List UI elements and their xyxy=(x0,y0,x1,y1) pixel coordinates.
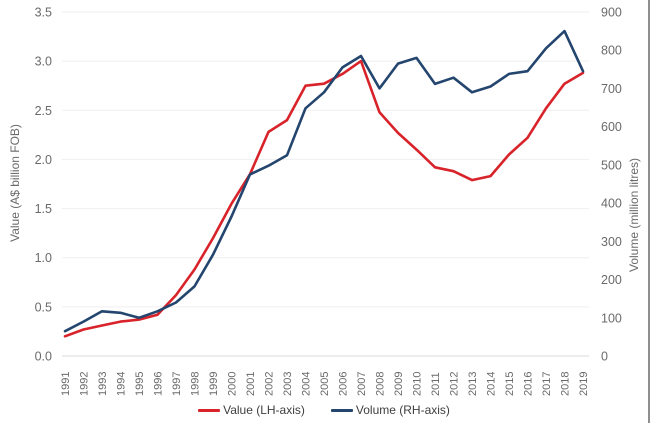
x-axis-year-label: 1996 xyxy=(153,372,165,396)
x-axis-year-label: 1998 xyxy=(190,372,202,396)
x-axis-year-label: 1995 xyxy=(134,372,146,396)
x-axis-year-label: 2009 xyxy=(393,372,405,396)
x-axis-year-label: 2005 xyxy=(319,372,331,396)
volume-line-swatch xyxy=(330,408,353,412)
left-axis-tick-label: 3.5 xyxy=(35,6,52,20)
volume-series-line xyxy=(63,29,585,333)
right-axis-tick-label: 300 xyxy=(601,235,622,249)
left-axis-tick-label: 2.5 xyxy=(35,104,52,118)
x-axis-year-label: 2000 xyxy=(227,372,239,396)
left-axis-tick-label: 3.0 xyxy=(35,55,52,69)
value-series-line xyxy=(63,59,585,338)
x-axis-year-label: 2018 xyxy=(560,372,572,396)
x-axis-year-label: 1994 xyxy=(116,372,128,396)
value-line-swatch xyxy=(198,408,221,412)
right-axis-title: Volume (million litres) xyxy=(627,157,641,273)
x-axis-year-label: 2013 xyxy=(467,372,479,396)
left-axis-tick-label: 2.0 xyxy=(35,153,52,167)
right-axis-tick-label: 400 xyxy=(601,197,622,211)
legend-value-label: Value (LH-axis) xyxy=(223,403,305,417)
x-axis-year-label: 2002 xyxy=(264,372,276,396)
x-axis-year-label: 2014 xyxy=(486,372,498,396)
legend-item-value: Value (LH-axis) xyxy=(198,403,305,417)
x-axis-year-label: 1997 xyxy=(171,372,183,396)
x-axis-year-label: 2012 xyxy=(449,372,461,396)
x-axis-year-label: 2008 xyxy=(375,372,387,396)
x-axis-year-label: 2010 xyxy=(412,372,424,396)
right-axis-tick-label: 800 xyxy=(601,44,622,58)
x-axis-year-label: 2001 xyxy=(245,372,257,396)
left-axis-title: Value (A$ billion FOB) xyxy=(8,124,22,242)
x-axis-year-label: 2011 xyxy=(430,372,442,396)
left-axis-tick-label: 1.5 xyxy=(35,202,52,216)
right-axis-tick-label: 0 xyxy=(601,350,608,364)
legend-volume-label: Volume (RH-axis) xyxy=(355,403,450,417)
left-axis-tick-label: 0.0 xyxy=(35,350,52,364)
chart-legend: Value (LH-axis) Volume (RH-axis) xyxy=(0,403,648,417)
x-axis-year-label: 2015 xyxy=(504,372,516,396)
right-axis-tick-label: 200 xyxy=(601,273,622,287)
x-axis-year-label: 2006 xyxy=(338,372,350,396)
x-axis-year-label: 2004 xyxy=(301,372,313,396)
right-axis-tick-label: 100 xyxy=(601,311,622,325)
x-axis-year-label: 1991 xyxy=(60,372,72,396)
left-axis-tick-label: 0.5 xyxy=(35,300,52,314)
x-axis-year-label: 1999 xyxy=(208,372,220,396)
x-axis-year-label: 2019 xyxy=(578,372,590,396)
right-axis-tick-label: 700 xyxy=(601,82,622,96)
x-axis-year-label: 2007 xyxy=(356,372,368,396)
right-axis-tick-label: 500 xyxy=(601,158,622,172)
x-axis-year-label: 1992 xyxy=(79,372,91,396)
right-axis-tick-label: 900 xyxy=(601,6,622,20)
x-axis-year-label: 1993 xyxy=(97,372,109,396)
right-axis-tick-label: 600 xyxy=(601,120,622,134)
left-axis-tick-label: 1.0 xyxy=(35,251,52,265)
x-axis-year-label: 2016 xyxy=(523,372,535,396)
x-axis-year-label: 2017 xyxy=(541,372,553,396)
x-axis-year-label: 2003 xyxy=(282,372,294,396)
legend-item-volume: Volume (RH-axis) xyxy=(330,403,450,417)
